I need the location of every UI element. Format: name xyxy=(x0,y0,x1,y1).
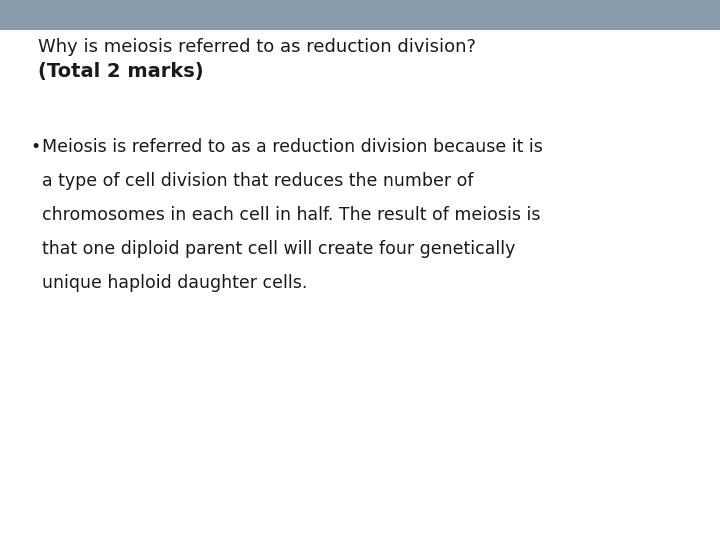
Text: that one diploid parent cell will create four genetically: that one diploid parent cell will create… xyxy=(42,240,516,258)
Text: •: • xyxy=(30,138,40,156)
Text: Why is meiosis referred to as reduction division?: Why is meiosis referred to as reduction … xyxy=(38,38,476,56)
Text: (Total 2 marks): (Total 2 marks) xyxy=(38,62,204,81)
Text: chromosomes in each cell in half. The result of meiosis is: chromosomes in each cell in half. The re… xyxy=(42,206,541,224)
Bar xyxy=(0,0,720,30)
Text: a type of cell division that reduces the number of: a type of cell division that reduces the… xyxy=(42,172,474,190)
Text: unique haploid daughter cells.: unique haploid daughter cells. xyxy=(42,274,307,292)
Text: Meiosis is referred to as a reduction division because it is: Meiosis is referred to as a reduction di… xyxy=(42,138,543,156)
